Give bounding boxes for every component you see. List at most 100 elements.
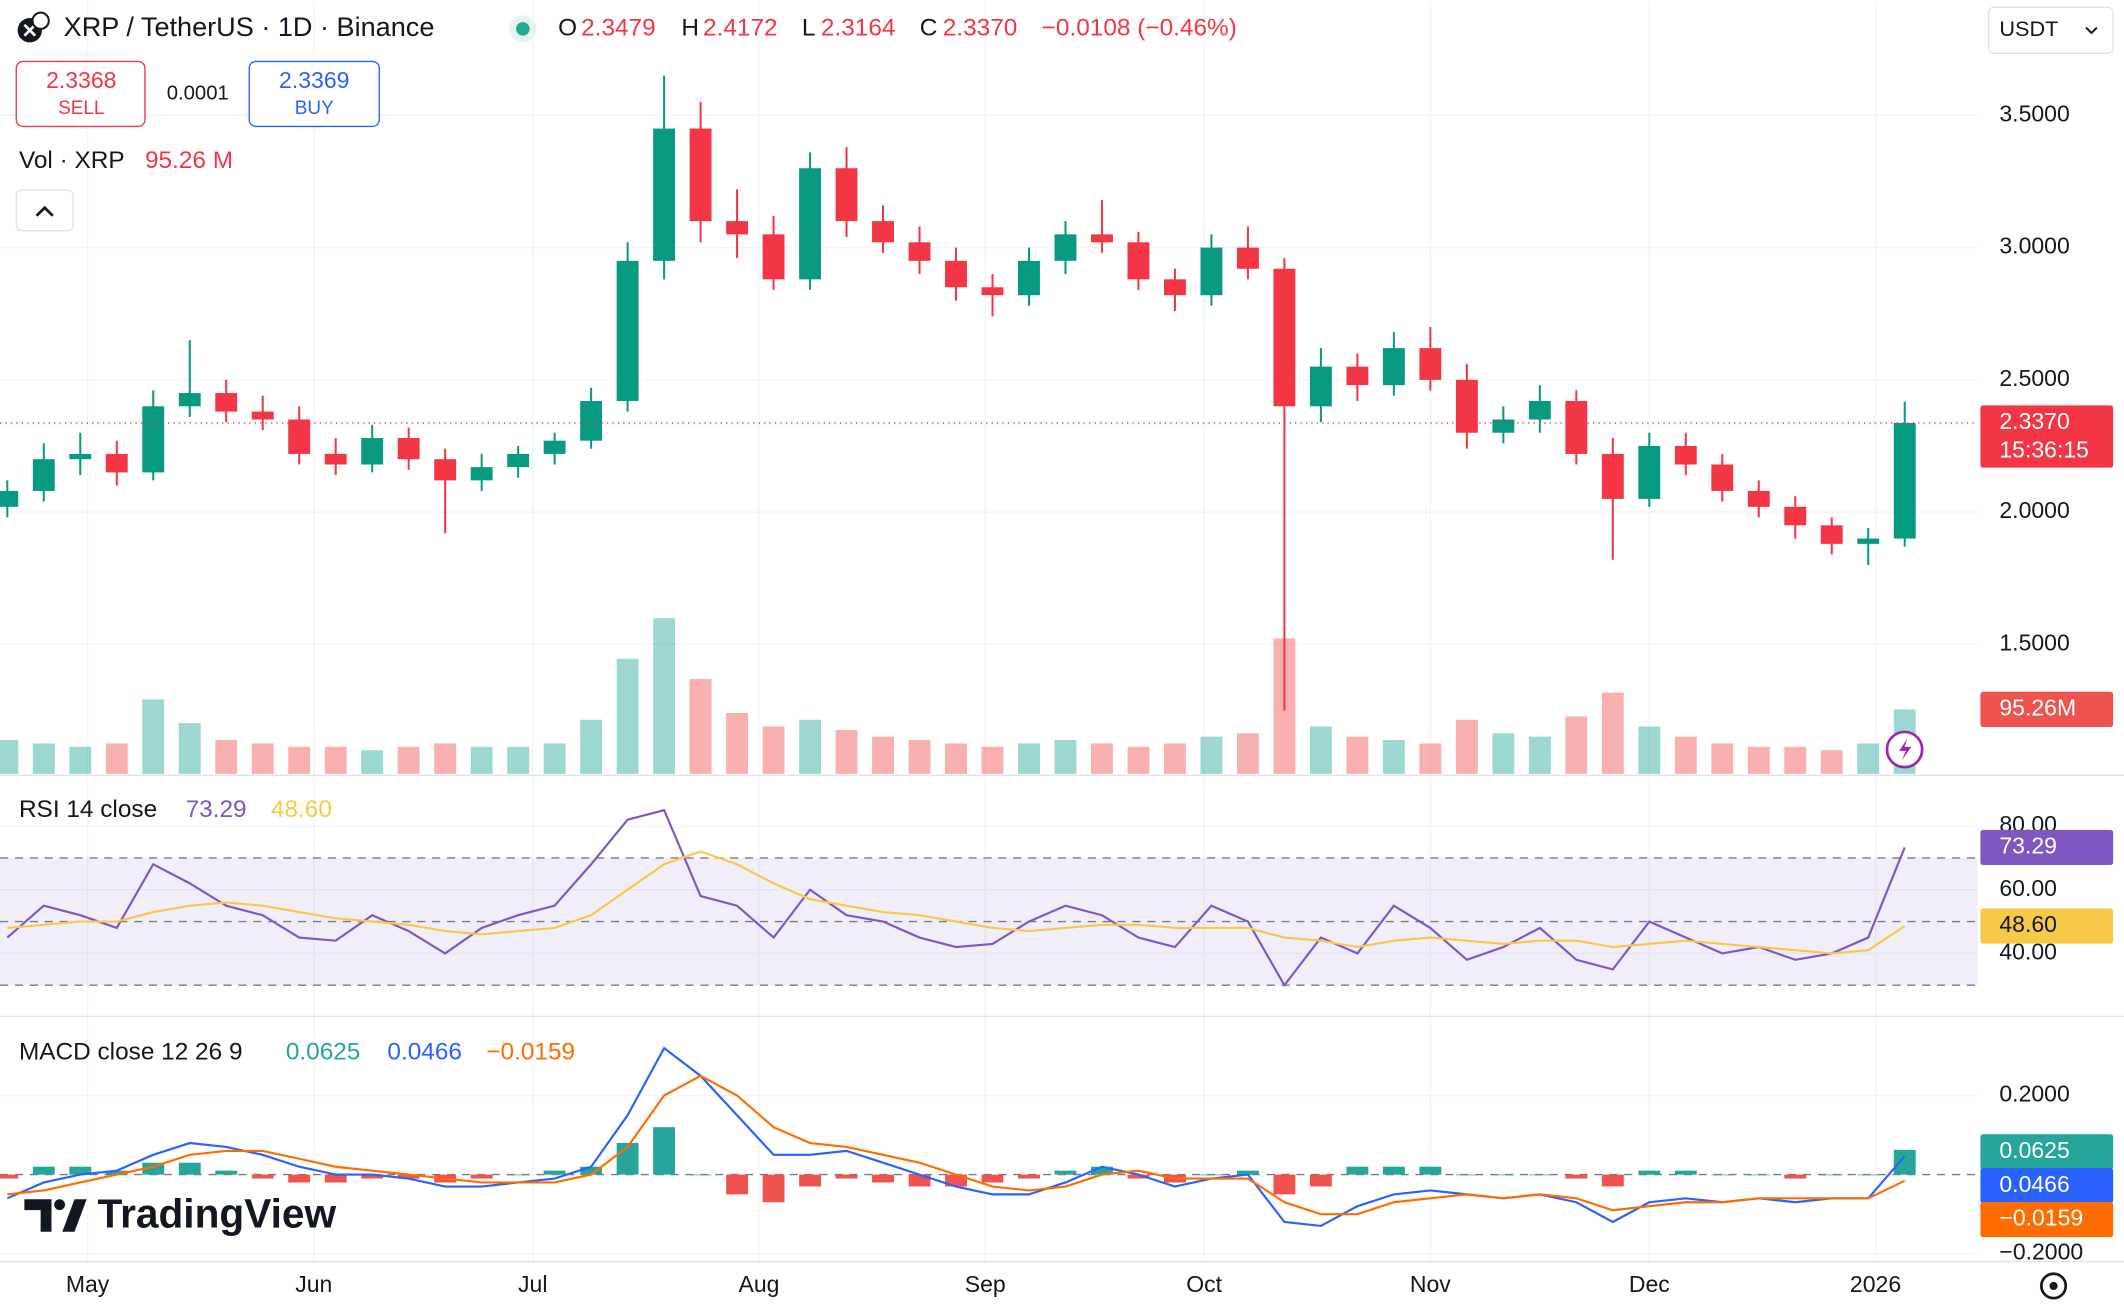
volume-axis-label-box <box>1980 691 2114 728</box>
rsi-axis-label: 48.60 <box>1999 911 2057 937</box>
histogram-bar <box>1236 1170 1259 1175</box>
volume-bar <box>1054 740 1077 774</box>
volume-bar <box>1091 743 1113 774</box>
collapse-button[interactable] <box>15 189 74 232</box>
volume-bar <box>1711 743 1734 774</box>
histogram-bar <box>1820 1174 1843 1176</box>
candle-body <box>507 453 530 468</box>
settings-button[interactable] <box>2040 1272 2068 1300</box>
histogram-bar <box>1309 1174 1332 1187</box>
macd-hist-axis-label-box <box>1980 1134 2114 1170</box>
y-tick-label: 1.5000 <box>1999 629 2069 655</box>
histogram-bar <box>835 1174 858 1179</box>
histogram-bar <box>1711 1174 1734 1176</box>
volume-bar <box>251 743 274 774</box>
candle-body <box>1893 422 1916 539</box>
histogram-bar <box>1674 1170 1697 1175</box>
sell-button[interactable] <box>15 60 146 128</box>
candle-body <box>726 221 749 235</box>
sell-label: SELL <box>58 98 104 119</box>
y-tick-label: 2.0000 <box>1999 497 2069 523</box>
logo-mark <box>24 1199 87 1232</box>
volume-bar <box>1820 750 1843 774</box>
candle-body <box>653 128 676 261</box>
volume-bar <box>1638 726 1661 774</box>
signal-legend-value: −0.0159 <box>486 1038 575 1065</box>
candle-body <box>1820 525 1843 544</box>
candle-body <box>1784 506 1807 526</box>
x-tick-label: Sep <box>965 1271 1006 1297</box>
currency-caret <box>2085 26 2098 35</box>
volume-bar <box>361 750 384 774</box>
volume-bar <box>288 746 311 774</box>
buy-label: BUY <box>295 98 334 119</box>
ohlc-value: 2.3370 <box>943 14 1018 41</box>
histogram-bar <box>32 1166 55 1175</box>
histogram-bar <box>1638 1170 1661 1175</box>
volume-bar <box>215 740 238 774</box>
sell-price: 2.3368 <box>46 67 116 93</box>
ohlc-key: L <box>802 14 816 41</box>
volume-bar <box>105 743 128 774</box>
x-tick-label: Jul <box>518 1271 547 1297</box>
volume-bar <box>726 712 749 774</box>
histogram-bar <box>1528 1174 1551 1176</box>
ohlc-legend: O 2.3479 H 2.4172 L 2.3164 C 2.3370 <box>558 14 1017 41</box>
currency: USDT <box>1999 16 2058 41</box>
histogram-bar <box>1054 1170 1077 1175</box>
buy-price: 2.3369 <box>279 67 349 93</box>
volume-bar <box>945 743 967 774</box>
candle-body <box>215 393 238 412</box>
histogram-bar <box>1747 1174 1770 1176</box>
volume-bar <box>1857 743 1880 774</box>
close-icon-x <box>23 23 37 37</box>
volume-bar <box>507 746 530 774</box>
candle-body <box>1091 234 1113 243</box>
histogram-bar <box>1382 1166 1405 1175</box>
volume-bar <box>1747 746 1770 774</box>
volume-bar <box>872 736 894 774</box>
candle-body <box>981 287 1004 296</box>
histogram-bar <box>397 1174 420 1179</box>
histogram-bar <box>1273 1174 1296 1195</box>
macd-title: MACD close 12 26 9 <box>19 1038 243 1065</box>
candle-body <box>69 453 92 460</box>
macd-axis-label: −0.0159 <box>1999 1205 2083 1231</box>
histogram-bar <box>142 1162 165 1175</box>
volume-bar <box>1492 733 1515 774</box>
currency-select[interactable] <box>1987 6 2114 54</box>
candle-body <box>470 467 493 481</box>
candle-body <box>1455 379 1478 433</box>
candle-body <box>324 453 347 465</box>
rsi-title: RSI 14 close <box>19 796 157 823</box>
histogram-bar <box>945 1174 967 1187</box>
candle-body <box>434 459 457 481</box>
candle-body <box>945 260 967 288</box>
histogram-bar <box>543 1170 566 1175</box>
candle-body <box>1273 268 1296 407</box>
buy-button[interactable] <box>248 60 380 128</box>
candle-body <box>1382 348 1405 386</box>
x-tick-label: Jun <box>295 1271 332 1297</box>
volume-bar <box>799 719 822 774</box>
symbol-title: XRP / TetherUS · 1D · Binance <box>64 11 435 42</box>
x-tick-label: Dec <box>1629 1271 1670 1297</box>
histogram-bar <box>288 1174 311 1183</box>
histogram-bar <box>1091 1166 1113 1175</box>
volume-bar <box>1419 743 1442 774</box>
candle-body <box>1054 234 1077 261</box>
histogram-bar <box>0 1174 19 1179</box>
volume-bar <box>1674 736 1697 774</box>
candle-body <box>1674 445 1697 465</box>
histogram-bar <box>1565 1174 1588 1179</box>
tradingview-logo: TradingView <box>24 1191 336 1237</box>
candle-body <box>1309 366 1332 407</box>
histogram-bar <box>1200 1174 1223 1176</box>
y-tick-label: −0.2000 <box>1999 1239 2083 1265</box>
ohlc-key: O <box>558 14 577 41</box>
candle-body <box>1638 445 1661 499</box>
x-tick-label: Aug <box>738 1271 779 1297</box>
volume-bar <box>178 723 201 774</box>
macd-axis-label-box <box>1980 1168 2114 1204</box>
candle-body <box>799 168 822 280</box>
